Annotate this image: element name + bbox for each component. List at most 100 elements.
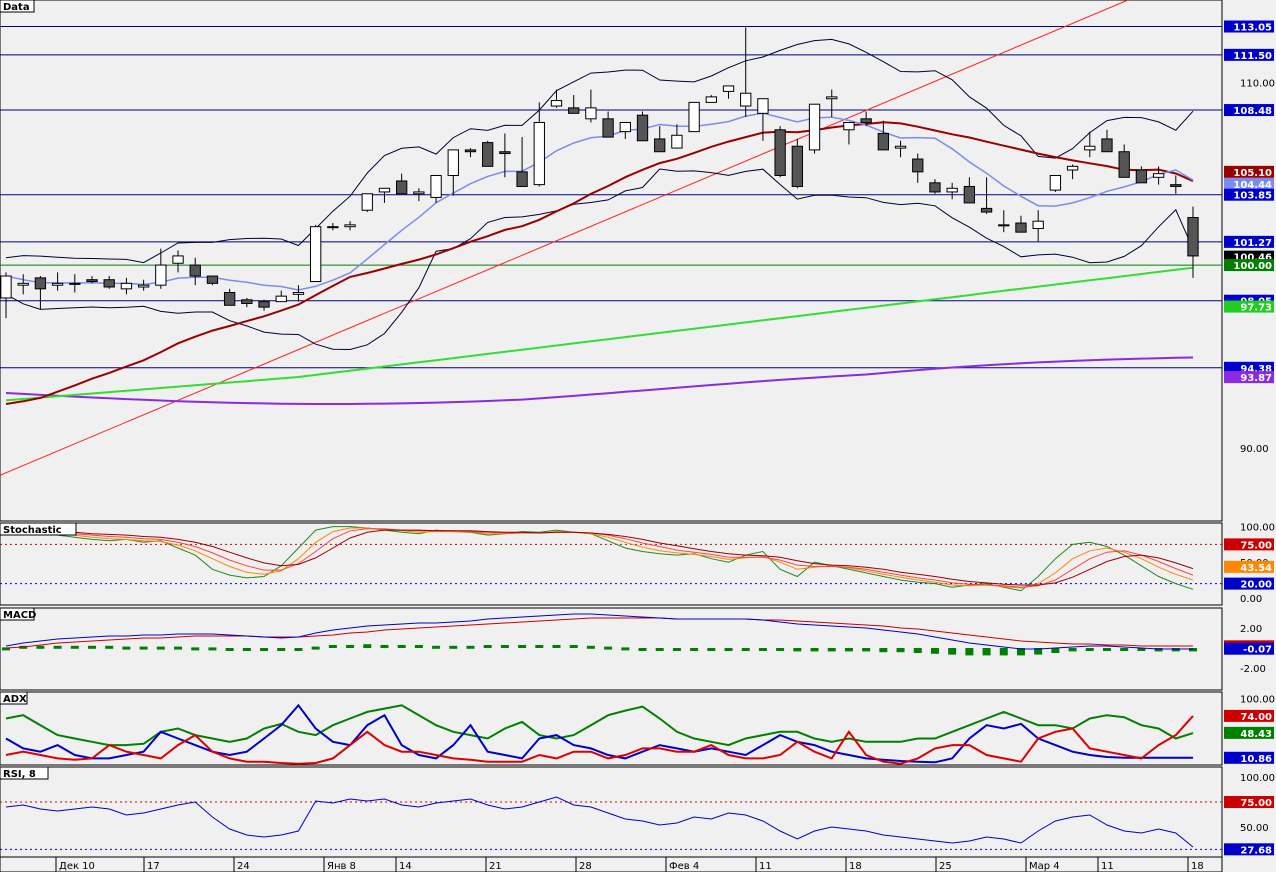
candle[interactable]	[585, 107, 597, 120]
macd-histogram-bar	[1137, 648, 1146, 651]
candle[interactable]	[1170, 184, 1182, 187]
price-badge	[1224, 259, 1274, 272]
macd-histogram-bar	[380, 645, 389, 648]
candle[interactable]	[378, 187, 391, 193]
price-panel[interactable]	[0, 0, 1222, 476]
candle[interactable]	[241, 299, 253, 304]
panel-title: ADX	[3, 694, 27, 705]
macd-histogram-bar	[449, 645, 458, 649]
macd-histogram-bar	[1120, 648, 1129, 651]
candle[interactable]	[292, 291, 305, 295]
candle[interactable]	[929, 182, 941, 193]
macd-histogram-bar	[982, 648, 991, 656]
macd-histogram-bar	[879, 648, 888, 653]
candle[interactable]	[172, 255, 184, 264]
macd-histogram-bar	[604, 646, 613, 650]
candle[interactable]	[309, 226, 322, 283]
candle[interactable]	[396, 180, 408, 195]
candle[interactable]	[69, 282, 81, 285]
candle[interactable]	[155, 264, 167, 286]
candle[interactable]	[757, 98, 769, 114]
candle[interactable]	[1066, 165, 1079, 171]
candle[interactable]	[1118, 151, 1130, 178]
macd-histogram-bar	[88, 645, 97, 649]
candle[interactable]	[1032, 220, 1044, 230]
candle[interactable]	[619, 121, 631, 133]
candle[interactable]	[963, 185, 976, 204]
candle[interactable]	[258, 301, 270, 308]
candle[interactable]	[946, 187, 958, 193]
candle[interactable]	[223, 291, 236, 306]
candle[interactable]	[516, 171, 528, 187]
candle[interactable]	[774, 129, 786, 176]
adx-line-1	[5, 703, 1193, 764]
macd-histogram-bar	[466, 645, 475, 649]
candle[interactable]	[103, 279, 115, 288]
candle[interactable]	[137, 284, 150, 288]
adx-panel[interactable]	[5, 703, 1194, 765]
price-badge-label: 103.85	[1233, 191, 1272, 202]
candle[interactable]	[654, 138, 666, 153]
candle[interactable]	[327, 226, 339, 229]
candle[interactable]	[1152, 173, 1165, 178]
macd-histogram-bar	[260, 648, 269, 651]
candle[interactable]	[1015, 222, 1027, 233]
candle[interactable]	[808, 103, 821, 151]
candle[interactable]	[550, 100, 563, 107]
candle[interactable]	[602, 118, 614, 138]
candle[interactable]	[791, 145, 803, 187]
macd-histogram-bar	[827, 648, 836, 652]
candle[interactable]	[17, 282, 29, 286]
candle[interactable]	[894, 145, 907, 149]
candle[interactable]	[275, 295, 287, 303]
price-badge	[1224, 165, 1274, 178]
candle[interactable]	[998, 224, 1010, 227]
candle[interactable]	[636, 114, 649, 142]
date-label: 18	[1191, 861, 1204, 872]
candle[interactable]	[464, 149, 477, 153]
candle[interactable]	[912, 158, 924, 173]
price-badge	[1224, 104, 1274, 117]
candle[interactable]	[1187, 217, 1199, 257]
adx-line-2	[5, 715, 1194, 765]
candle[interactable]	[120, 282, 133, 290]
macd-histogram-bar	[1085, 648, 1094, 651]
candle[interactable]	[189, 264, 201, 277]
candle[interactable]	[447, 149, 459, 176]
rsi-panel[interactable]	[0, 796, 1222, 850]
candle[interactable]	[533, 121, 545, 186]
candle[interactable]	[1084, 145, 1096, 151]
candle[interactable]	[826, 96, 838, 100]
date-label: Фев 4	[669, 861, 699, 872]
macd-line	[5, 613, 1193, 650]
panel-frame-1	[0, 522, 1223, 606]
candle[interactable]	[980, 207, 993, 213]
candle[interactable]	[877, 132, 890, 151]
candle[interactable]	[568, 107, 580, 114]
candle[interactable]	[51, 282, 64, 286]
candle[interactable]	[86, 279, 98, 283]
candle[interactable]	[843, 121, 855, 131]
candle[interactable]	[413, 191, 425, 195]
candle[interactable]	[34, 277, 47, 290]
stochastic-panel[interactable]	[0, 526, 1222, 592]
candle[interactable]	[1101, 138, 1113, 153]
candle[interactable]	[482, 142, 494, 167]
macd-panel[interactable]	[2, 613, 1197, 656]
candle[interactable]	[499, 151, 511, 155]
candle[interactable]	[740, 92, 752, 107]
candle[interactable]	[361, 193, 373, 211]
candle[interactable]	[860, 118, 872, 123]
candle[interactable]	[1049, 174, 1062, 191]
candle[interactable]	[206, 275, 219, 284]
candle[interactable]	[671, 134, 683, 149]
candle[interactable]	[0, 275, 12, 299]
candle[interactable]	[344, 224, 356, 228]
candle[interactable]	[722, 85, 735, 92]
candle[interactable]	[705, 96, 717, 103]
candle[interactable]	[430, 174, 442, 198]
macd-histogram-bar	[1016, 648, 1025, 656]
candle[interactable]	[1135, 169, 1148, 184]
candle[interactable]	[688, 101, 700, 133]
